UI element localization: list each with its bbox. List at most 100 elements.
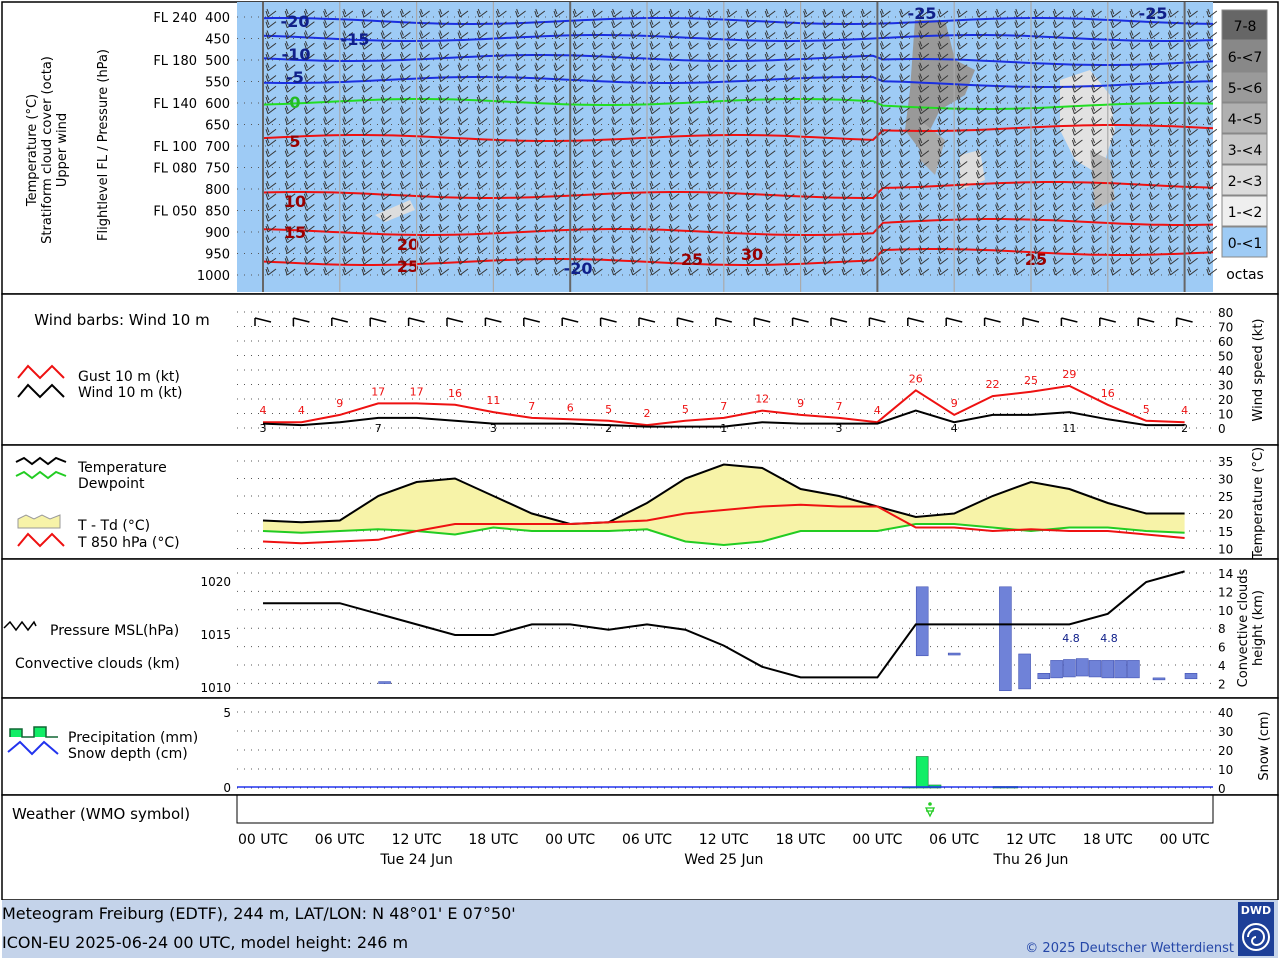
wind-barb (860, 19, 872, 29)
temp-axis-tick: 35 (1218, 455, 1233, 469)
wind-barb (342, 105, 354, 115)
wind-barb (764, 30, 776, 39)
wind-barb (361, 213, 373, 222)
wind-barb (572, 84, 584, 93)
flight-level-label: FL 080 (153, 162, 197, 177)
wind-barb (879, 41, 891, 50)
wind-barb (707, 213, 718, 222)
wind-barb (591, 213, 603, 222)
wind-barb (1129, 159, 1141, 168)
wind-barb (995, 148, 1006, 158)
wind-barb (457, 202, 469, 211)
conv-axis-label-2: height (km) (1251, 590, 1266, 666)
wind-barb (476, 202, 488, 211)
wind-barb (611, 170, 622, 179)
wind-barb (342, 41, 354, 50)
wind-barb (572, 180, 584, 190)
wind-barb (956, 223, 968, 233)
wind-barb (361, 51, 373, 61)
wind-barb (1110, 213, 1122, 222)
wind-barb (380, 202, 392, 211)
wind-barb (1071, 180, 1083, 190)
wind-barb (803, 51, 814, 61)
wind-barb (1052, 245, 1064, 254)
wind-barb (1148, 202, 1160, 211)
wind-barb (899, 127, 910, 136)
wind-barb (323, 159, 334, 168)
wind-barb (1071, 116, 1083, 125)
wind-barb (284, 245, 296, 254)
wind-barb (860, 8, 872, 18)
wind-barb (918, 94, 930, 104)
wind-barb (534, 116, 546, 125)
precip-legend-symbol (9, 726, 58, 738)
convective-cloud-bar (1114, 660, 1127, 679)
wind-barb (937, 41, 949, 50)
wind-barb (956, 73, 968, 82)
wind-barb (361, 256, 373, 265)
wind-barb (764, 202, 776, 211)
wind-barb (419, 148, 430, 158)
wind-barb (1206, 127, 1218, 136)
cloud-legend-swatch (1221, 40, 1268, 72)
shower-symbol-icon (924, 802, 936, 818)
wind-barb (764, 191, 776, 201)
wind-barb (1071, 30, 1083, 39)
wind-barb (764, 62, 776, 72)
wind-barb (879, 30, 891, 39)
wind-barb (995, 30, 1006, 39)
surface-wind-barb (868, 317, 886, 326)
isotherm-label: 0 (289, 93, 300, 112)
wind-barb (841, 213, 853, 222)
wind-barb (361, 159, 373, 168)
wind-barb (995, 19, 1006, 29)
wind-barb (342, 51, 354, 61)
wind-barb (918, 116, 930, 125)
wind-barb (1206, 180, 1218, 190)
pressure-panel: Pressure MSL(hPa) Convective clouds (km)… (1, 558, 1279, 699)
wind-barb (1091, 84, 1102, 93)
wind-barb (323, 148, 334, 158)
wind-barb (1187, 19, 1198, 29)
wind-barb (937, 170, 949, 179)
precip-panel: Precipitation (mm) Snow depth (cm) Snow … (1, 697, 1279, 796)
wind-barb (975, 213, 987, 222)
wind-barb (476, 62, 488, 72)
wind-barb (342, 116, 354, 125)
wind-barb (284, 94, 296, 104)
wind-barb (1129, 245, 1141, 254)
wind-barb (783, 148, 795, 158)
wind-barb (438, 170, 450, 179)
wind-barb (860, 73, 872, 82)
wind-barb (803, 73, 814, 82)
wind-barb (495, 127, 507, 136)
wind-barb (1110, 8, 1122, 18)
wind-barb (1052, 137, 1064, 147)
wind-barb (515, 19, 526, 29)
wind-barb (572, 62, 584, 72)
wind-barb (591, 159, 603, 168)
wind-barb (995, 116, 1006, 125)
wind-barb (1033, 266, 1045, 276)
wind-barb (687, 202, 699, 211)
wind-barb (265, 191, 277, 201)
wind-barb (1167, 256, 1179, 265)
wind-barb (707, 41, 718, 50)
wind-barb (630, 51, 642, 61)
wind-barb (572, 234, 584, 244)
wind-barb (707, 170, 718, 179)
wind-barb (879, 127, 891, 136)
wind-barb (630, 180, 642, 190)
gust-value-label: 17 (371, 385, 385, 398)
wind-barb (649, 73, 661, 82)
wind-barb (399, 180, 411, 190)
wind-barb (937, 266, 949, 276)
gust-value-label: 16 (1101, 387, 1115, 400)
wind-barb (956, 202, 968, 211)
wind-barb (265, 234, 277, 244)
wind-barb (803, 213, 814, 222)
wind-barb (975, 256, 987, 265)
wind-barb (361, 223, 373, 233)
wind-barb (572, 266, 584, 276)
wind-barb (803, 245, 814, 254)
